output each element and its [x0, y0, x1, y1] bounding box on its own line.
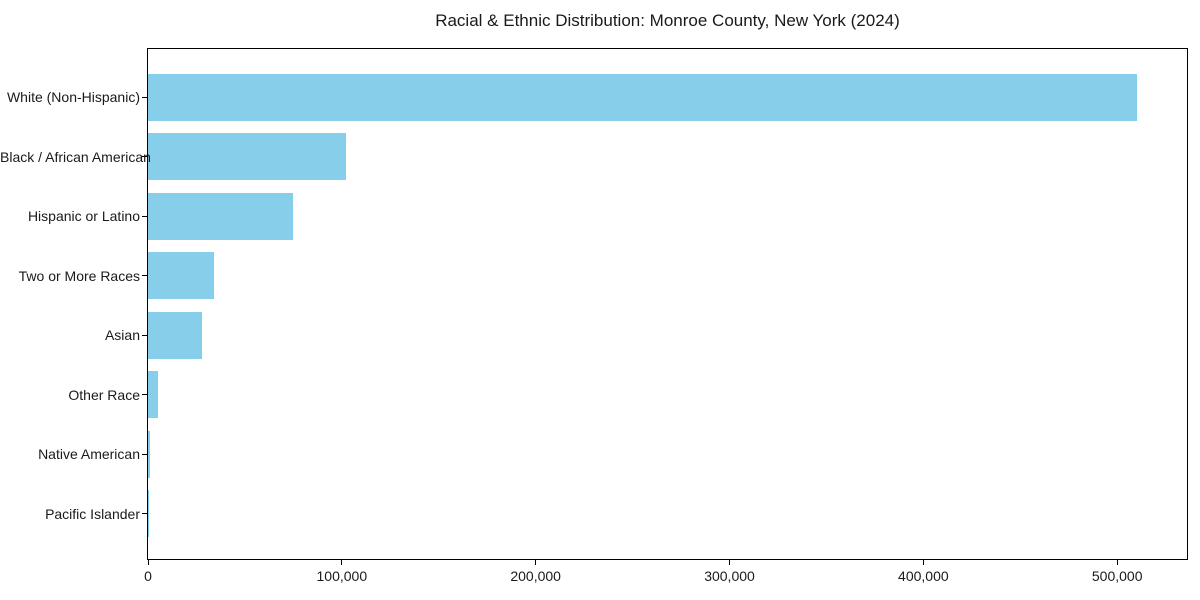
- x-axis-tick: [1116, 560, 1118, 565]
- chart-bar: [148, 311, 203, 359]
- y-axis-tick-label: Hispanic or Latino: [27, 208, 140, 225]
- y-axis-tick-label: Native American: [38, 446, 140, 463]
- x-axis-tick-label: 400,000: [898, 568, 949, 584]
- chart-bar: [148, 133, 346, 181]
- x-axis-tick: [729, 560, 731, 565]
- chart-bar: [148, 73, 1137, 121]
- chart-title: Racial & Ethnic Distribution: Monroe Cou…: [435, 11, 900, 30]
- y-axis-tick-label: White (Non-Hispanic): [6, 89, 140, 105]
- y-axis-tick: [142, 156, 147, 158]
- y-axis-tick: [142, 275, 147, 277]
- y-axis-tick-label: Two or More Races: [18, 267, 140, 284]
- y-axis-tick: [142, 453, 147, 455]
- y-axis-tick: [142, 513, 147, 515]
- y-axis-tick-label: Asian: [104, 327, 140, 344]
- x-axis-tick: [147, 560, 149, 565]
- x-axis-tick: [535, 560, 537, 565]
- x-axis-tick: [341, 560, 343, 565]
- y-axis-tick-label: Pacific Islander: [45, 505, 140, 522]
- x-axis-tick: [922, 560, 924, 565]
- y-axis-tick: [142, 96, 147, 98]
- x-axis-tick-label: 200,000: [510, 568, 561, 584]
- y-axis-tick: [142, 215, 147, 217]
- chart-bar: [148, 430, 150, 478]
- y-axis-tick: [142, 394, 147, 396]
- x-axis-tick-label: 300,000: [704, 568, 755, 584]
- chart-bar: [148, 371, 158, 419]
- y-axis-tick: [142, 334, 147, 336]
- chart-bar: [148, 192, 294, 240]
- x-axis-tick-label: 500,000: [1091, 568, 1143, 584]
- plot-area: [147, 48, 1188, 560]
- chart-bar: [148, 252, 214, 300]
- x-axis-tick-label: 100,000: [316, 568, 368, 584]
- y-axis-tick-label: Other Race: [68, 386, 140, 403]
- y-axis-tick-label: Black / African American: [0, 148, 151, 165]
- x-axis-tick-label: 0: [144, 568, 152, 584]
